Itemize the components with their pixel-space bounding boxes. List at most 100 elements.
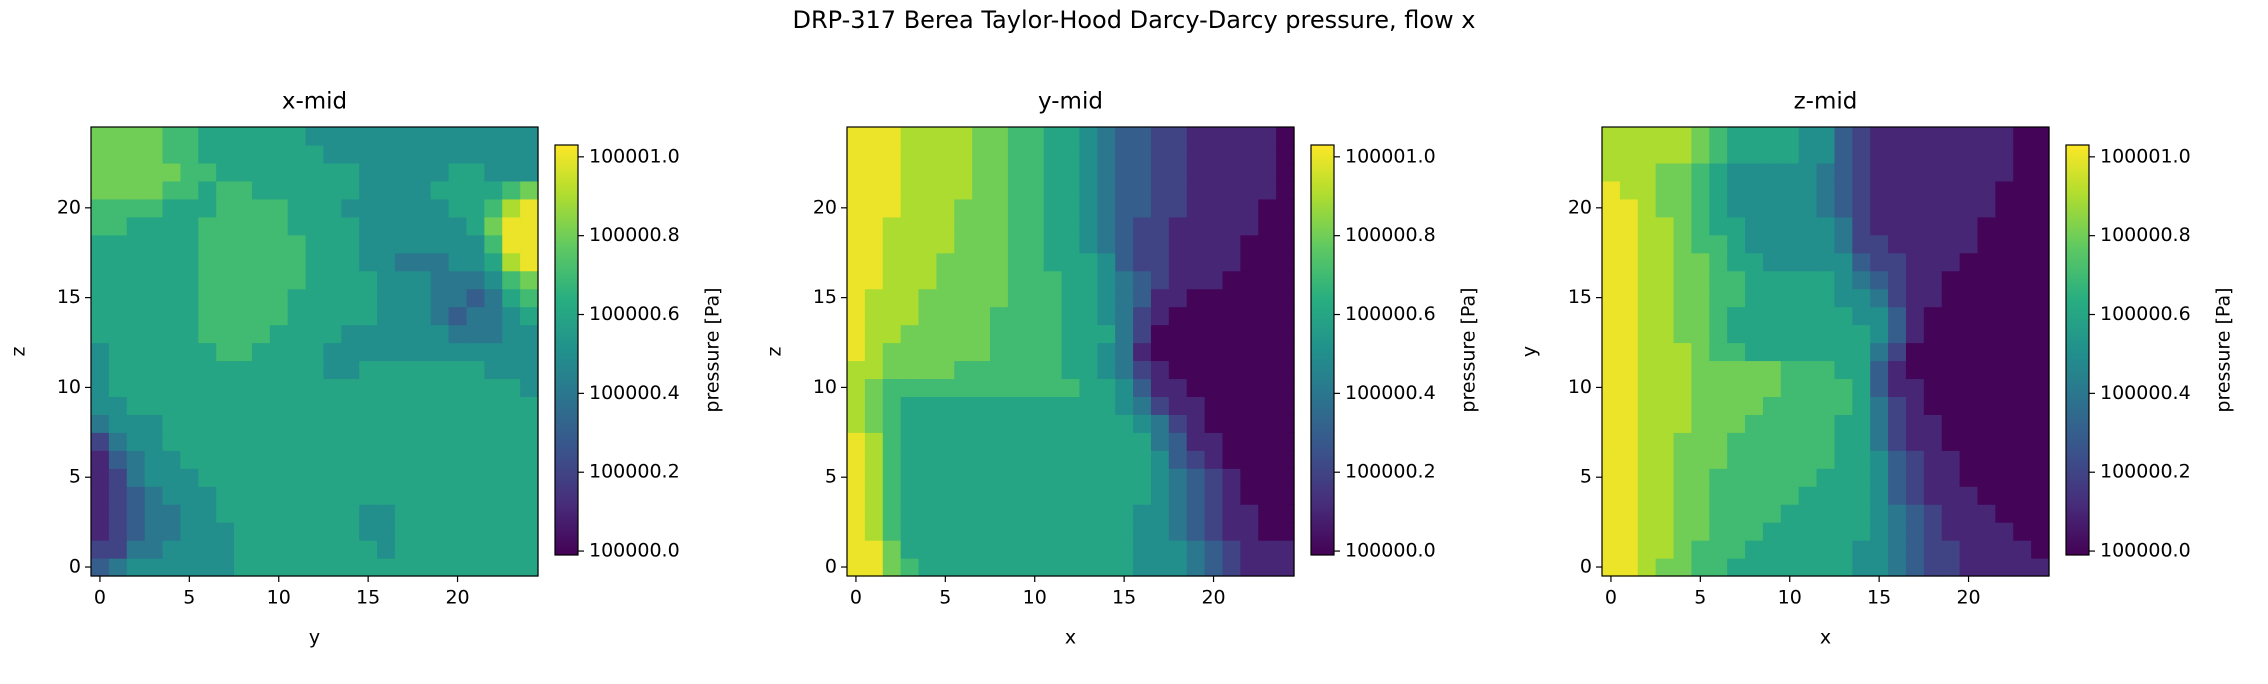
heatmap-cell [394,342,414,362]
heatmap-cell [1061,198,1081,218]
heatmap-cell [448,180,468,200]
heatmap-cell [990,450,1009,469]
heatmap-cell [1905,162,1925,182]
heatmap-cell [1007,396,1027,415]
heatmap-cell [954,127,973,146]
heatmap-cell [1798,468,1818,487]
heatmap-cell [341,198,360,218]
heatmap-cell [1834,288,1853,308]
heatmap-cell [1691,288,1710,308]
heatmap-cell [1745,234,1764,254]
heatmap-cell [1602,288,1621,308]
heatmap-cell [1923,414,1943,433]
heatmap-cell [1079,216,1098,236]
heatmap-cell [234,414,253,433]
heatmap-cell [1276,216,1295,236]
heatmap-cell [323,162,342,182]
heatmap-cell [484,252,503,272]
heatmap-cell [1745,127,1764,146]
heatmap-cell [108,378,128,397]
heatmap-cell [377,414,396,433]
heatmap-cell [990,162,1009,182]
heatmap-cell [972,504,991,523]
heatmap-cell [484,558,503,577]
heatmap-cell [900,306,920,326]
heatmap-cell [1745,342,1764,362]
heatmap-cell [1995,252,2014,272]
heatmap-cell [448,396,468,415]
heatmap-cell [1222,450,1241,469]
heatmap-cell [1240,180,1259,200]
heatmap-cell [1995,162,2014,182]
heatmap-cell [1240,324,1259,344]
heatmap-cell [1637,252,1657,272]
heatmap-cell [1923,432,1943,451]
heatmap-cell [1150,396,1170,415]
heatmap-cell [1995,270,2014,290]
heatmap-cell [502,342,521,362]
heatmap-cell [1834,306,1853,326]
heatmap-cell [1977,378,1996,397]
heatmap-cell [1995,558,2014,577]
heatmap-cell [1258,270,1277,290]
heatmap-cell [1258,216,1277,236]
heatmap-cell [430,468,450,487]
heatmap-cell [1655,432,1675,451]
heatmap-cell [341,414,360,433]
heatmap-cell [216,288,235,308]
heatmap-cell [305,378,325,397]
heatmap-cell [359,127,378,146]
heatmap-cell [162,522,181,541]
heatmap-cell [847,252,866,272]
heatmap-cell [180,180,199,200]
heatmap-cell [900,486,920,505]
heatmap-cell [1097,144,1116,164]
heatmap-cell [1240,127,1259,146]
heatmap-cell [1619,468,1639,487]
heatmap-cell [1168,270,1188,290]
heatmap-cell [1079,540,1098,559]
heatmap-cell [108,127,128,146]
heatmap-cell [377,378,396,397]
heatmap-cell [1097,270,1116,290]
heatmap-cell [216,396,235,415]
heatmap-cell [1240,342,1259,362]
heatmap-cell [1977,198,1996,218]
heatmap-cell [972,144,991,164]
heatmap-cell [1870,342,1889,362]
heatmap-cell [126,252,146,272]
heatmap-cell [1852,558,1871,577]
heatmap-cell [359,234,378,254]
heatmap-cell [1602,324,1621,344]
heatmap-cell [1240,288,1259,308]
heatmap-cell [1186,234,1206,254]
heatmap-cell [1133,414,1152,433]
heatmap-cell [1888,450,1907,469]
heatmap-cell [1258,127,1277,146]
heatmap-cell [1204,306,1224,326]
heatmap-cell [162,504,181,523]
heatmap-cell [2031,252,2050,272]
heatmap-cell [972,468,991,487]
heatmap-cell [1150,144,1170,164]
heatmap-cell [1204,522,1224,541]
heatmap-cell [900,504,920,523]
heatmap-cell [990,540,1009,559]
x-tick-label: 5 [939,587,951,609]
heatmap-cell [1043,306,1063,326]
heatmap-cell [234,252,253,272]
heatmap-cell [108,468,128,487]
heatmap-cell [198,198,217,218]
heatmap-cell [1709,414,1728,433]
heatmap-cell [1762,180,1782,200]
heatmap-cell [359,198,378,218]
heatmap-cell [864,127,884,146]
heatmap-cell [1043,468,1063,487]
heatmap-cell [1655,198,1675,218]
heatmap-cell [1168,504,1188,523]
heatmap-cell [1240,540,1259,559]
heatmap-cell [1995,414,2014,433]
heatmap-cell [1727,468,1746,487]
heatmap-cell [936,558,955,577]
heatmap-cell [108,306,128,326]
